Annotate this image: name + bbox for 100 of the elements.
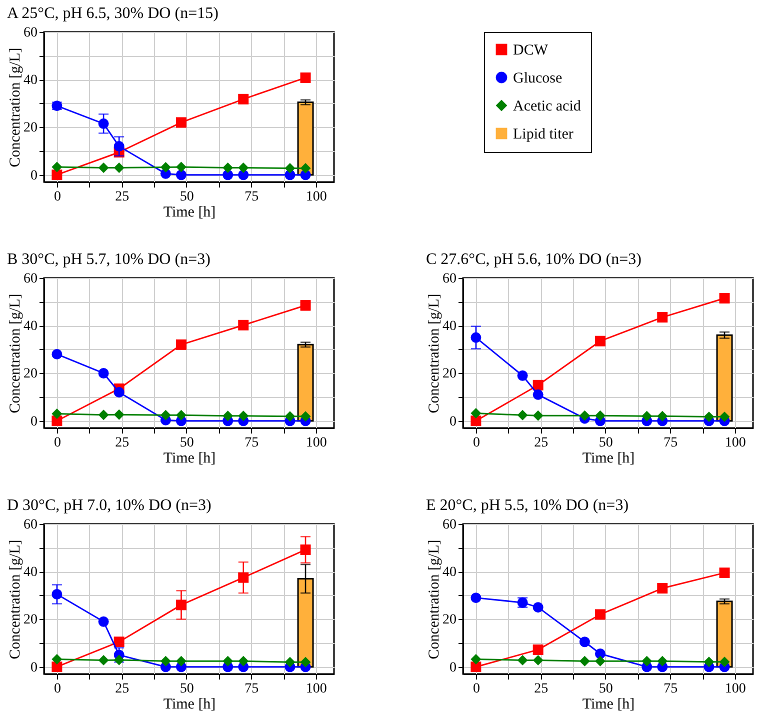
x-tick-label: 75 <box>244 682 259 696</box>
y-tick-label: 60 <box>442 272 456 286</box>
point <box>114 387 124 398</box>
y-tick-label: 20 <box>24 120 38 136</box>
point <box>98 654 109 666</box>
point <box>532 410 544 421</box>
x-tick-label: 50 <box>598 436 613 450</box>
point <box>470 408 482 418</box>
point <box>238 410 249 422</box>
point <box>222 656 234 666</box>
point <box>719 656 730 668</box>
chart-title: E 20°C, pH 5.5, 10% DO (n=3) <box>426 497 629 514</box>
x-tick-label: 100 <box>306 190 327 204</box>
point <box>238 320 249 330</box>
x-axis-title: Time [h] <box>163 450 216 466</box>
point <box>300 162 311 174</box>
point <box>300 544 311 555</box>
y-tick-label: 0 <box>30 660 38 676</box>
x-tick-label: 0 <box>54 436 61 450</box>
point <box>284 411 296 422</box>
point <box>579 410 590 421</box>
point <box>52 662 62 672</box>
point <box>114 162 124 173</box>
x-tick-label: 75 <box>244 190 259 204</box>
chart-title: A 25°C, pH 6.5, 30% DO (n=15) <box>7 5 218 22</box>
point <box>517 654 528 666</box>
point <box>176 410 186 420</box>
point <box>642 656 652 666</box>
point <box>594 648 606 659</box>
point <box>300 411 311 422</box>
y-tick-label: 0 <box>450 414 456 430</box>
point <box>594 410 606 421</box>
point <box>98 368 109 378</box>
point <box>719 568 730 578</box>
y-axis-title: Concentration [g/L] <box>426 540 442 660</box>
point <box>176 170 186 180</box>
chart-title: C 27.6°C, pH 5.6, 10% DO (n=3) <box>426 251 642 268</box>
y-tick-label: 60 <box>24 26 38 40</box>
y-tick-label: 40 <box>24 565 38 580</box>
y-tick-label: 40 <box>442 565 456 580</box>
x-axis-title: Time [h] <box>163 204 216 220</box>
point <box>532 644 544 655</box>
y-tick-label: 0 <box>450 660 456 676</box>
y-tick-label: 60 <box>24 272 38 286</box>
point <box>470 662 482 672</box>
point <box>98 162 109 173</box>
legend-label: Lipid titer <box>513 126 574 142</box>
point <box>176 339 186 350</box>
point <box>579 656 590 666</box>
point <box>532 389 544 400</box>
y-tick-label: 0 <box>30 168 38 184</box>
x-tick-label: 75 <box>664 436 678 450</box>
point <box>176 162 186 172</box>
point <box>160 656 171 666</box>
x-tick-label: 75 <box>664 682 678 696</box>
point <box>470 416 482 426</box>
x-tick-label: 25 <box>534 682 548 696</box>
y-tick-label: 40 <box>24 73 38 88</box>
point <box>52 348 62 360</box>
legend-label: Acetic acid <box>513 98 582 114</box>
point <box>532 654 544 666</box>
x-tick-label: 100 <box>306 682 327 696</box>
point <box>284 656 296 668</box>
point <box>98 616 109 627</box>
point <box>470 592 482 604</box>
chart-title: D 30°C, pH 7.0, 10% DO (n=3) <box>7 497 212 514</box>
point <box>532 380 544 390</box>
point <box>52 170 62 180</box>
point <box>657 656 668 666</box>
point <box>300 656 311 668</box>
point <box>704 412 714 422</box>
point <box>594 656 606 666</box>
point <box>176 117 186 128</box>
point <box>594 609 606 620</box>
y-tick-label: 20 <box>24 612 38 628</box>
x-tick-label: 100 <box>724 682 746 696</box>
point <box>114 654 124 666</box>
point <box>160 410 171 420</box>
point <box>594 336 606 346</box>
y-tick-label: 20 <box>442 366 456 382</box>
point <box>52 408 62 419</box>
point <box>176 656 186 666</box>
x-tick-label: 0 <box>472 436 480 450</box>
x-tick-label: 100 <box>724 436 746 450</box>
point <box>284 162 296 174</box>
x-tick-label: 25 <box>115 436 130 450</box>
x-tick-label: 75 <box>244 436 259 450</box>
y-tick-label: 40 <box>442 319 456 334</box>
point <box>704 656 714 668</box>
point <box>114 636 124 648</box>
point <box>719 292 730 304</box>
point <box>222 162 234 173</box>
point <box>657 410 668 422</box>
x-tick-label: 100 <box>306 436 327 450</box>
y-tick-label: 60 <box>24 518 38 532</box>
x-tick-label: 50 <box>180 682 194 696</box>
x-axis-title: Time [h] <box>582 696 635 712</box>
x-tick-label: 25 <box>115 682 130 696</box>
x-tick-label: 50 <box>598 682 613 696</box>
point <box>579 636 590 648</box>
